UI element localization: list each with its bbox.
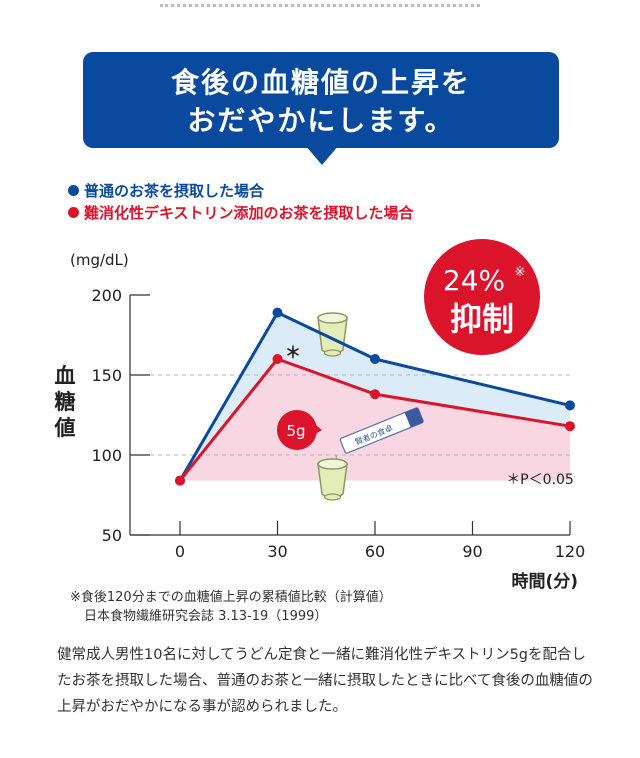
footnote-line-2: 日本食物繊維研究会誌 3.13-19（1999） [84, 609, 328, 624]
dose-label: 5g [286, 422, 305, 440]
footnote: ※食後120分までの血糖値上昇の累積値比較（計算値） 日本食物繊維研究会誌 3.… [70, 588, 392, 626]
y-tick-label-50: 50 [102, 526, 122, 545]
p-value-note: ＊P＜0.05 [506, 472, 574, 488]
x-tick-label-0: 0 [175, 542, 185, 561]
x-tick-label-120: 120 [555, 542, 586, 561]
data-point-s1-0 [175, 475, 185, 486]
tea-cup-illustration [317, 312, 348, 357]
data-point-s1-60 [370, 389, 380, 400]
y-axis-label-char-2: 値 [54, 416, 76, 440]
chart-legend: 普通のお茶を摂取した場合 難消化性デキストリン添加のお茶を摂取した場合 [68, 180, 414, 224]
x-tick-label-60: 60 [365, 542, 385, 561]
suppression-badge: 24% ※ 抑制 [424, 239, 540, 355]
y-axis-label-char-0: 血 [55, 364, 76, 388]
y-tick-label-100: 100 [91, 446, 122, 465]
area-dextrin-tea [180, 359, 570, 481]
data-point-s0-30 [272, 307, 283, 318]
headline-line-2: おだやかにします。 [187, 104, 455, 137]
top-divider [160, 4, 480, 7]
y-tick-label-200: 200 [91, 286, 122, 305]
x-tick-label-30: 30 [267, 542, 287, 561]
headline-banner: 食後の血糖値の上昇を おだやかにします。 [83, 52, 559, 148]
x-axis-label: 時間(分) [511, 571, 578, 592]
data-point-s0-60 [370, 354, 380, 364]
data-point-s1-120 [565, 421, 575, 432]
banner-pointer [305, 145, 339, 165]
y-axis-unit: (mg/dL) [70, 251, 129, 269]
footnote-line-1: ※食後120分までの血糖値上昇の累積値比較（計算値） [70, 590, 392, 605]
y-axis-label-char-1: 糖 [55, 390, 76, 414]
data-point-s1-30 [272, 354, 283, 364]
suppression-mark: ※ [515, 265, 526, 280]
legend-dot-blue [68, 185, 79, 196]
legend-item-dextrin-tea: 難消化性デキストリン添加のお茶を摂取した場合 [68, 202, 414, 224]
tea-cup-with-powder-illustration [317, 458, 348, 501]
data-point-s0-120 [565, 400, 575, 411]
legend-dot-red [68, 207, 79, 218]
legend-label-dextrin-tea: 難消化性デキストリン添加のお茶を摂取した場合 [84, 204, 414, 222]
legend-item-regular-tea: 普通のお茶を摂取した場合 [68, 180, 414, 202]
suppression-percent: 24% [443, 264, 505, 297]
headline-line-1: 食後の血糖値の上昇を [170, 66, 471, 99]
series-line-1 [178, 357, 571, 482]
series-line-0 [178, 311, 571, 482]
significance-star: ＊ [285, 343, 301, 362]
x-tick-label-90: 90 [462, 542, 482, 561]
suppression-label: 抑制 [450, 300, 514, 338]
dose-badge: 5g [277, 410, 322, 450]
study-description: 健常成人男性10名に対してうどん定食と一緒に難消化性デキストリン5gを配合したお… [57, 647, 593, 715]
legend-label-regular-tea: 普通のお茶を摂取した場合 [84, 182, 265, 200]
y-tick-label-150: 150 [91, 366, 122, 385]
